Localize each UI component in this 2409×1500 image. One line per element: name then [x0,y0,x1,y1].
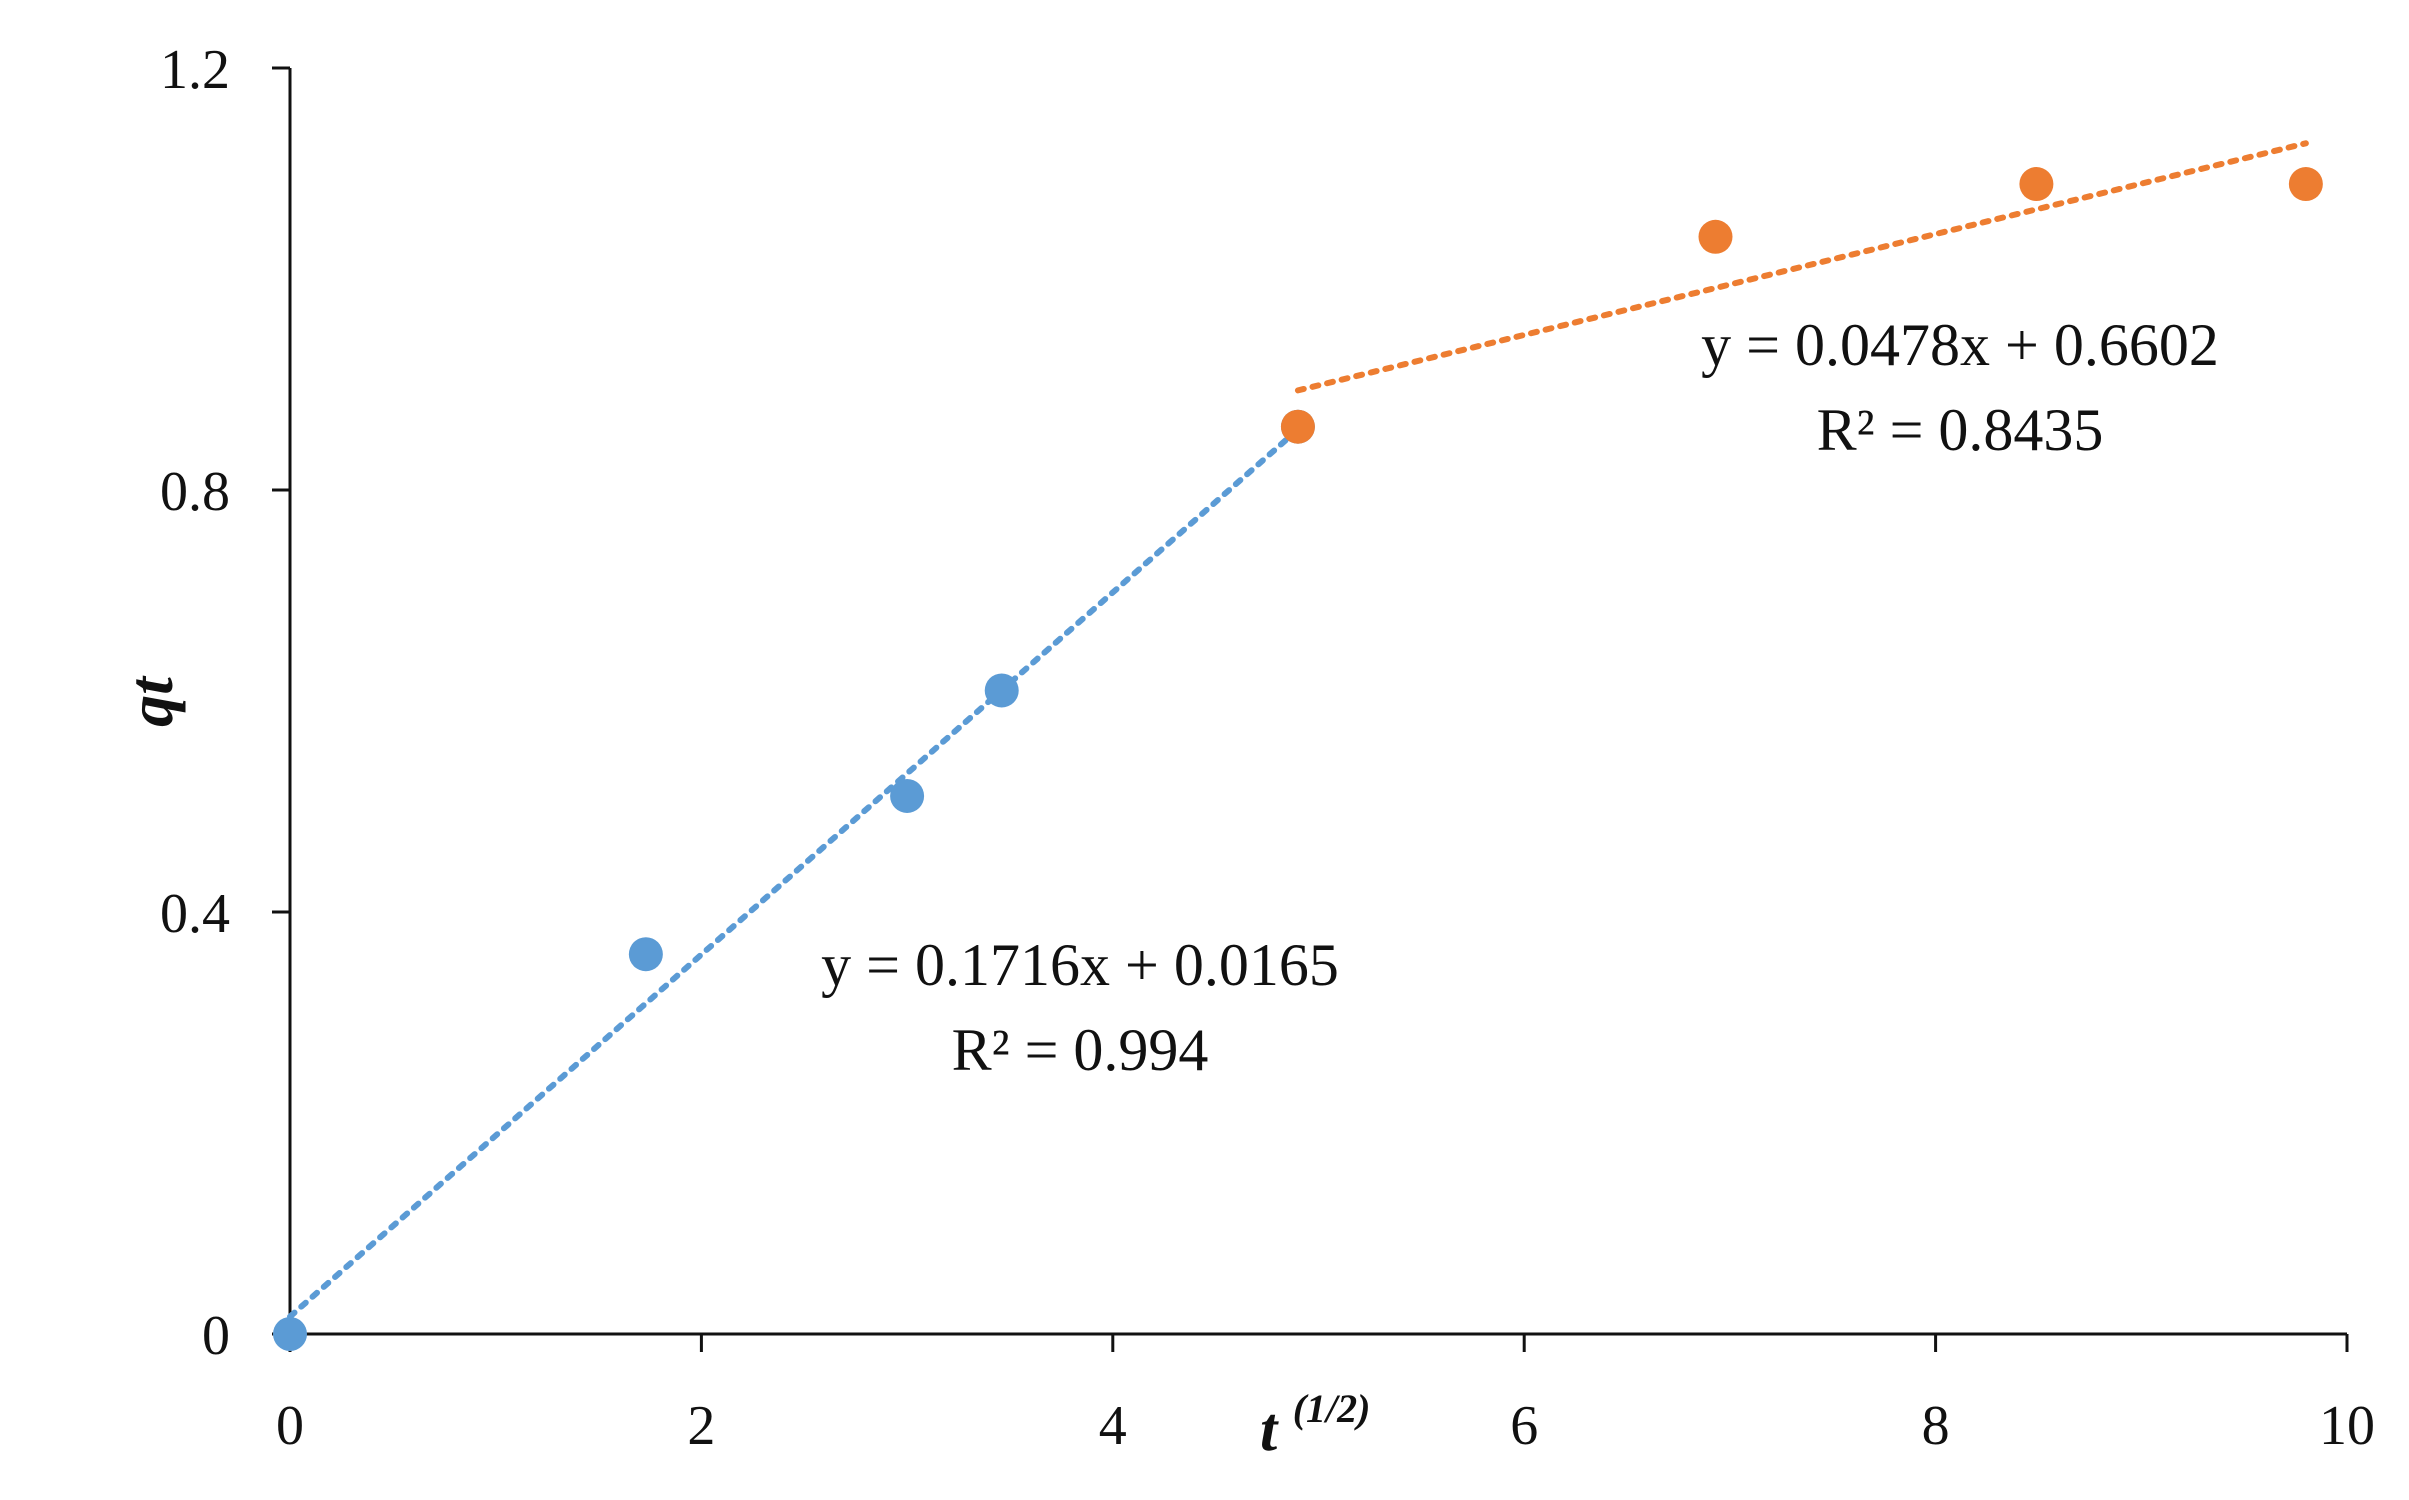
orange-data-point [1698,219,1733,254]
blue-data-point [628,937,663,972]
trendlines [287,140,2309,1320]
blue-data-point [984,673,1019,708]
blue-trendline-r2: R² = 0.994 [952,1017,1209,1083]
x-tick-label: 6 [1510,1395,1538,1457]
x-axis-title: t (1/2) [1260,1386,1371,1464]
orange-data-point [2019,167,2054,202]
y-tick-label: 1.2 [160,39,230,101]
tick-labels: 0 2 4 6 8 10 0 0.4 0.8 1.2 [160,39,2375,1457]
tick-marks [272,66,2349,1352]
x-tick-label: 4 [1099,1395,1127,1457]
x-tick-label: 2 [687,1395,715,1457]
axes [288,68,2347,1336]
x-tick-label: 0 [276,1395,304,1457]
x-tick-label: 8 [1922,1395,1950,1457]
x-axis-title-superscript: (1/2) [1293,1386,1371,1431]
y-tick-label: 0.4 [160,883,230,945]
blue-trendline-equation: y = 0.1716x + 0.0165 [821,932,1339,998]
x-tick-label: 10 [2319,1395,2375,1457]
blue-trendline [287,426,1301,1320]
orange-trendline-equation: y = 0.0478x + 0.6602 [1701,312,2219,378]
data-points [273,167,2323,1351]
y-axis-title: qt [115,675,186,727]
orange-data-point [1280,409,1315,444]
y-tick-label: 0.8 [160,461,230,523]
orange-data-point [2288,167,2323,202]
y-tick-label: 0 [202,1305,230,1367]
blue-data-point [273,1317,307,1351]
blue-data-point [890,778,925,813]
orange-trendline [1294,140,2309,394]
x-axis-title-base: t [1260,1396,1279,1464]
orange-trendline-r2: R² = 0.8435 [1817,397,2104,463]
